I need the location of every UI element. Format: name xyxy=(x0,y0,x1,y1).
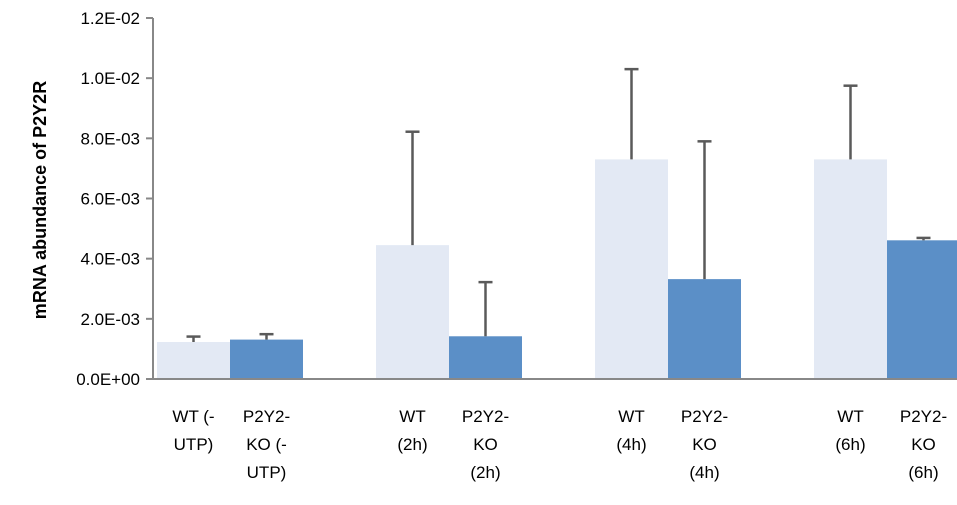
x-tick-label: WT (2h) xyxy=(397,407,427,454)
y-tick-label: 0.0E+00 xyxy=(76,370,140,389)
y-tick-label: 6.0E-03 xyxy=(80,190,140,209)
bar xyxy=(887,240,957,379)
bar xyxy=(814,159,887,379)
y-axis-label: mRNA abundance of P2Y2R xyxy=(30,81,50,319)
y-tick-label: 1.2E-02 xyxy=(80,9,140,28)
x-tick-label: P2Y2-KO (6h) xyxy=(900,407,947,482)
y-tick-label: 4.0E-03 xyxy=(80,250,140,269)
x-tick-label: P2Y2-KO (2h) xyxy=(462,407,509,482)
y-tick-label: 2.0E-03 xyxy=(80,310,140,329)
bar xyxy=(230,339,303,379)
y-tick-label: 8.0E-03 xyxy=(80,129,140,148)
bar xyxy=(595,159,668,379)
x-tick-labels-layer: WT (-UTP) P2Y2-KO (-UTP) WT (2h) P2Y2-KO (2h)… xyxy=(172,407,947,482)
x-tick-label: P2Y2-KO (4h) xyxy=(681,407,728,482)
bars-layer xyxy=(157,159,957,379)
x-tick-label: WT (-UTP) xyxy=(172,407,214,454)
y-tick-label: 1.0E-02 xyxy=(80,69,140,88)
x-tick-label: WT (6h) xyxy=(835,407,865,454)
error-bars-layer xyxy=(186,67,931,342)
bar xyxy=(449,336,522,379)
bar xyxy=(157,341,230,379)
axis-layer: 0.0E+00 2.0E-03 4.0E-03 6.0E-03 8.0E-03 1.0E-… xyxy=(76,9,957,389)
bar xyxy=(668,279,741,379)
x-tick-label: P2Y2-KO (-UTP) xyxy=(243,407,290,482)
x-tick-label: WT (4h) xyxy=(616,407,646,454)
bar xyxy=(376,245,449,379)
